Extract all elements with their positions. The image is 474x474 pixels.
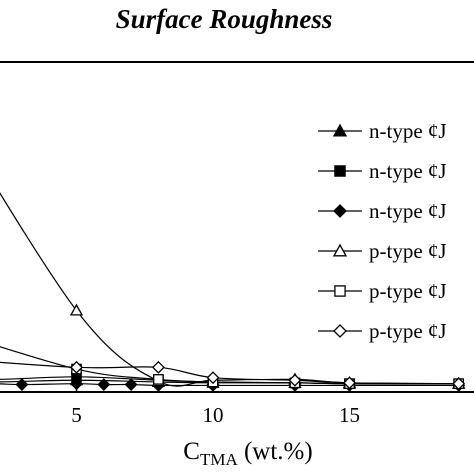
series-group: [0, 192, 466, 391]
series-open-diamond: [0, 360, 466, 391]
legend-marker: [333, 324, 347, 338]
legend-label: p-type ¢J: [369, 319, 447, 343]
data-point: [151, 360, 165, 374]
legend-marker: [332, 123, 348, 137]
legend-marker: [334, 285, 346, 297]
x-axis-label-main: C: [183, 438, 200, 465]
legend-label: n-type ¢J: [369, 199, 447, 223]
data-point: [70, 360, 83, 374]
x-tick-label: 10: [203, 403, 224, 427]
legend-marker: [332, 243, 348, 257]
legend-label: p-type ¢J: [369, 239, 447, 263]
x-tick-label: 5: [71, 403, 82, 427]
data-point: [153, 374, 164, 385]
data-point: [69, 303, 84, 316]
x-axis-label-units: (wt.%): [238, 438, 313, 465]
legend-label: n-type ¢J: [369, 159, 447, 183]
legend-marker: [333, 204, 347, 218]
data-point: [452, 377, 466, 391]
legend-label: p-type ¢J: [369, 279, 447, 303]
data-point: [288, 373, 302, 387]
data-point: [97, 378, 111, 391]
legend: n-type ¢J n-type ¢J n-type ¢J p-type ¢J p-ty…: [318, 119, 447, 343]
legend-label: n-type ¢J: [369, 119, 447, 143]
data-point: [15, 378, 29, 391]
x-tick-label: 15: [339, 403, 360, 427]
x-axis-label: CTMA (wt.%): [183, 438, 312, 469]
data-point: [70, 377, 83, 391]
data-point: [206, 371, 220, 385]
chart-title: Surface Roughness: [116, 4, 333, 34]
x-axis-label-subscript: TMA: [200, 450, 239, 469]
data-point: [343, 376, 356, 390]
legend-marker: [334, 165, 346, 177]
x-axis-ticks: 5 10 15: [71, 385, 360, 427]
data-point: [124, 378, 138, 391]
